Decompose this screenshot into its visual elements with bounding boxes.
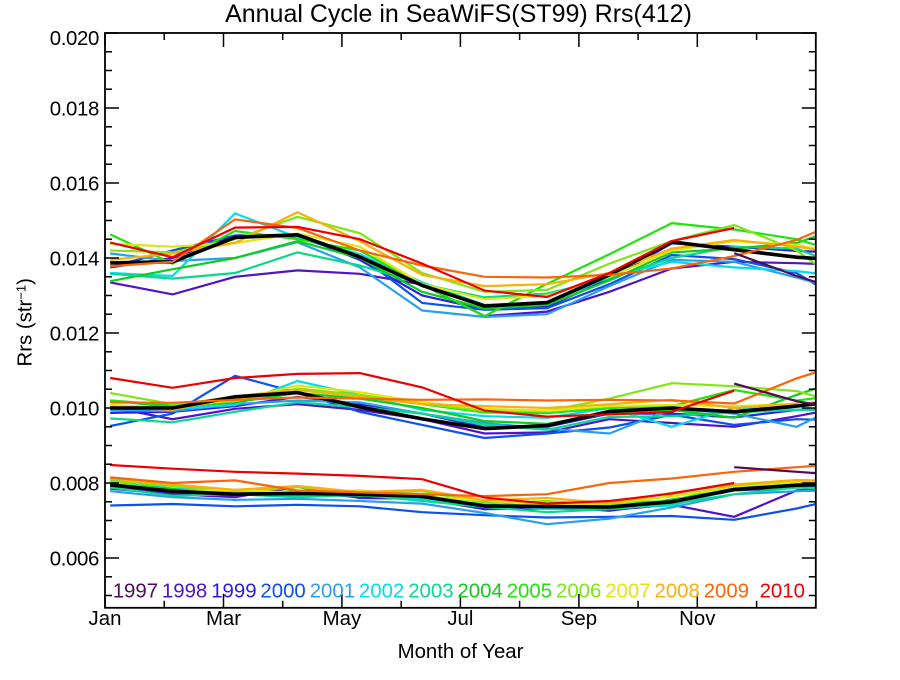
svg-text:2000: 2000 <box>260 581 305 603</box>
svg-text:1999: 1999 <box>211 581 256 603</box>
svg-text:Month of Year: Month of Year <box>398 641 524 663</box>
svg-text:0.020: 0.020 <box>50 28 99 50</box>
svg-text:2004: 2004 <box>457 581 502 603</box>
svg-text:0.016: 0.016 <box>50 173 99 195</box>
svg-text:Annual Cycle in SeaWiFS(ST99): Annual Cycle in SeaWiFS(ST99) Rrs(412) <box>225 0 692 28</box>
svg-text:May: May <box>323 608 362 630</box>
svg-text:Jan: Jan <box>89 608 122 630</box>
svg-text:2010: 2010 <box>760 581 805 603</box>
svg-text:2007: 2007 <box>605 581 650 603</box>
svg-text:2003: 2003 <box>408 581 453 603</box>
svg-text:1998: 1998 <box>162 581 207 603</box>
svg-text:2005: 2005 <box>507 581 552 603</box>
svg-text:Rrs (str−1): Rrs (str−1) <box>14 278 37 366</box>
svg-text:Mar: Mar <box>206 608 241 630</box>
svg-text:0.012: 0.012 <box>50 323 99 345</box>
svg-text:2008: 2008 <box>655 581 700 603</box>
svg-text:0.006: 0.006 <box>50 548 99 570</box>
svg-text:2006: 2006 <box>556 581 601 603</box>
svg-text:2009: 2009 <box>704 581 749 603</box>
svg-text:2001: 2001 <box>310 581 355 603</box>
svg-text:0.008: 0.008 <box>50 473 99 495</box>
svg-text:0.010: 0.010 <box>50 398 99 420</box>
svg-text:Sep: Sep <box>561 608 597 630</box>
svg-text:1997: 1997 <box>113 581 158 603</box>
svg-text:Jul: Jul <box>447 608 473 630</box>
svg-text:0.018: 0.018 <box>50 98 99 120</box>
svg-text:Nov: Nov <box>679 608 716 630</box>
svg-text:0.014: 0.014 <box>50 248 99 270</box>
svg-text:2002: 2002 <box>359 581 404 603</box>
